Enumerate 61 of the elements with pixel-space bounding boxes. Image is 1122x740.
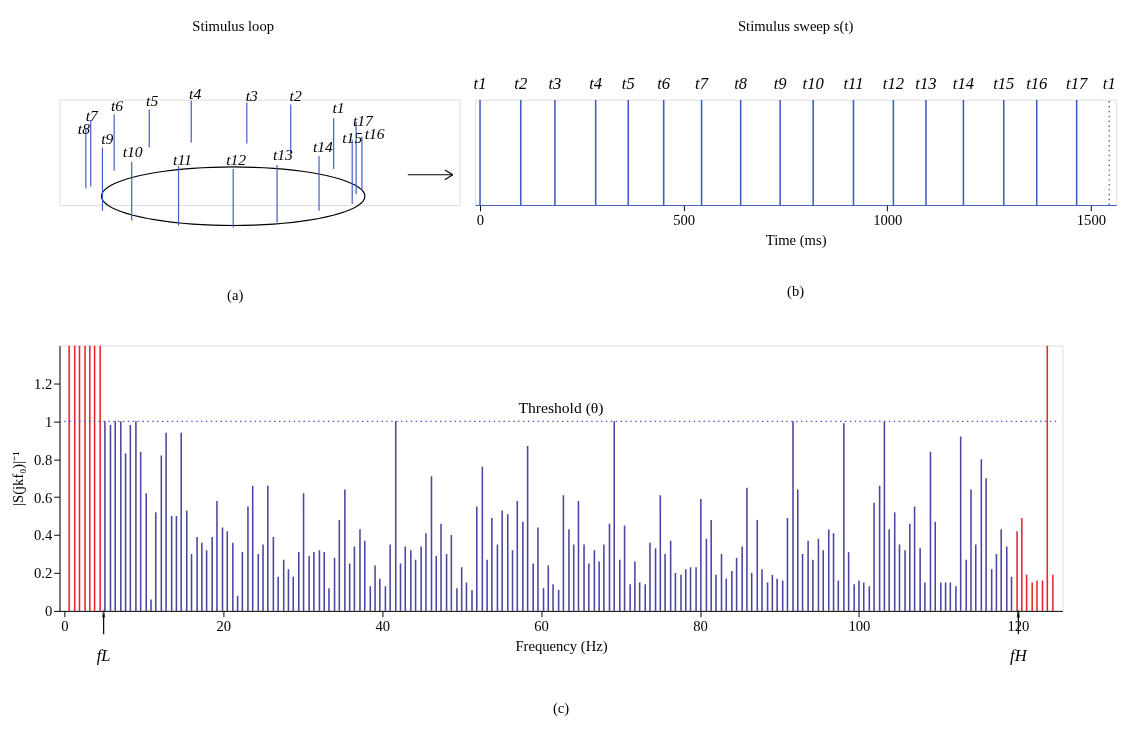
text: t1	[332, 99, 345, 117]
y-tick-label: 1.2	[33, 375, 53, 392]
annotation: t4	[589, 73, 603, 93]
annotation: t5	[621, 73, 635, 93]
text: (c)	[552, 700, 570, 718]
x-axis-title: Time (ms)	[765, 232, 827, 250]
x-tick-label: 100	[848, 617, 871, 634]
text: t3	[245, 86, 258, 104]
text: t7	[85, 107, 99, 125]
ref-line-label: Threshold (θ)	[518, 398, 604, 417]
annotation: t12	[882, 73, 904, 93]
text: t9	[101, 129, 114, 147]
text: t17	[352, 111, 375, 129]
text: t14	[312, 138, 334, 156]
ref-line-label: t1	[1102, 73, 1116, 93]
annotation: t8	[734, 73, 748, 93]
chart-title: Stimulus sweep s(t)	[737, 18, 854, 36]
x-tick-label: 0	[476, 212, 485, 229]
x-tick-label: 1000	[873, 212, 903, 229]
text: t12	[226, 151, 247, 168]
annotation: t10	[802, 73, 825, 93]
annotation: t15	[993, 73, 1015, 93]
y-tick-label: 0.2	[33, 565, 53, 582]
annotation: t14	[952, 73, 975, 93]
text: Stimulus loop	[192, 18, 275, 35]
annotation: t1	[473, 73, 487, 93]
annotation: t11	[843, 73, 864, 93]
x-tick-label: 60	[534, 617, 549, 634]
text: t4	[189, 84, 202, 102]
text: t6	[111, 97, 124, 115]
text: t15	[342, 128, 363, 146]
text: fH	[1010, 645, 1028, 665]
text: t2	[289, 86, 302, 104]
text: (a)	[227, 286, 244, 304]
annotation: t3	[548, 73, 562, 93]
text: fL	[96, 645, 111, 665]
y-axis-title: |S(jkf₀)|⁻¹	[10, 451, 28, 506]
annotation: t13	[915, 73, 937, 93]
y-tick-label: 0.8	[33, 451, 53, 468]
annotation: t17	[1066, 73, 1088, 93]
annotation: t6	[657, 73, 671, 93]
x-tick-label: 40	[375, 617, 391, 634]
x-tick-label: 20	[216, 617, 232, 634]
x-axis-title: Frequency (Hz)	[515, 638, 608, 656]
text: (b)	[787, 282, 805, 300]
text: t11	[173, 151, 192, 168]
x-tick-label: 500	[673, 212, 696, 229]
y-tick-label: 1	[44, 413, 53, 430]
text: t13	[272, 146, 294, 164]
y-tick-label: 0	[44, 603, 53, 620]
x-tick-label: 0	[61, 617, 69, 634]
annotation: t7	[695, 73, 709, 93]
x-tick-label: 80	[693, 617, 708, 634]
annotation: t16	[1026, 73, 1049, 93]
text: t5	[146, 92, 159, 110]
annotation: t9	[773, 73, 788, 93]
annotation: t2	[514, 73, 528, 93]
text: t10	[122, 143, 143, 161]
y-tick-label: 0.4	[33, 527, 53, 544]
y-tick-label: 0.6	[33, 489, 53, 506]
x-tick-label: 1500	[1076, 212, 1107, 229]
